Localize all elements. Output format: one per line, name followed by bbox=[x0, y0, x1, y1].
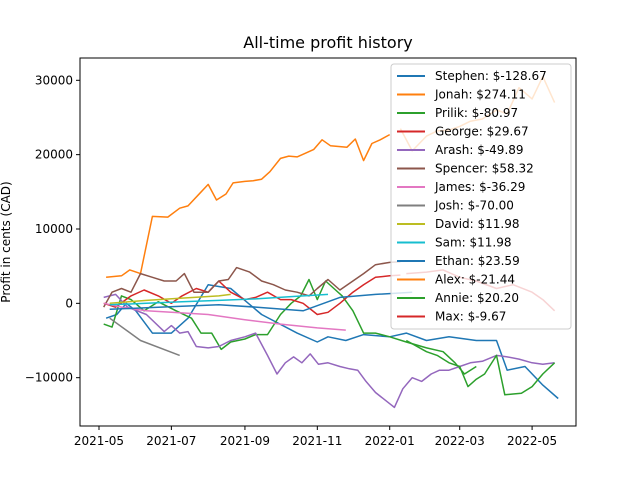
legend-entry: David: $11.98 bbox=[435, 217, 520, 231]
legend-entry: Jonah: $274.11 bbox=[434, 88, 526, 102]
y-tick-label: −10000 bbox=[25, 371, 73, 385]
series-line-5 bbox=[103, 260, 401, 308]
legend-entry: Prilik: $-80.97 bbox=[435, 106, 518, 120]
series-line-12 bbox=[405, 339, 556, 396]
legend-box bbox=[390, 63, 572, 330]
y-tick-label: 20000 bbox=[35, 148, 73, 162]
legend-entry: Stephen: $-128.67 bbox=[435, 69, 547, 83]
plot-area bbox=[103, 75, 559, 409]
series-line-4 bbox=[103, 293, 555, 409]
legend-entry: Sam: $11.98 bbox=[435, 236, 512, 250]
legend-entry: James: $-36.29 bbox=[434, 180, 525, 194]
x-tick-label: 2021-07 bbox=[146, 434, 196, 448]
plot-frame bbox=[79, 57, 577, 427]
legend: Stephen: $-128.67 Jonah: $274.11 Prilik: $… bbox=[390, 63, 572, 330]
series-line-9 bbox=[109, 293, 329, 306]
legend-entry: Ethan: $23.59 bbox=[435, 254, 520, 268]
legend-entry: George: $29.67 bbox=[435, 125, 529, 139]
legend-entry: Alex: $-21.44 bbox=[435, 273, 515, 287]
x-tick-label: 2021-05 bbox=[74, 434, 124, 448]
chart-title: All-time profit history bbox=[243, 33, 412, 52]
series-layer bbox=[103, 75, 559, 409]
series-line-7 bbox=[109, 317, 180, 357]
series-line-0 bbox=[105, 283, 559, 400]
x-axis: 2021-05 2021-07 2021-09 2021-11 2022-01 2022-… bbox=[74, 426, 557, 448]
legend-entry: Annie: $20.20 bbox=[435, 291, 519, 305]
y-axis: −10000 0 10000 20000 30000 bbox=[25, 73, 80, 385]
series-line-1 bbox=[106, 133, 391, 279]
legend-entry: Josh: $-70.00 bbox=[434, 199, 514, 213]
y-tick-label: 30000 bbox=[35, 73, 73, 87]
y-tick-label: 10000 bbox=[35, 222, 73, 236]
x-tick-label: 2021-11 bbox=[292, 434, 342, 448]
series-line-3 bbox=[103, 274, 401, 316]
y-tick-label: 0 bbox=[65, 296, 73, 310]
series-line-2 bbox=[103, 278, 477, 375]
series-line-10 bbox=[109, 291, 413, 312]
x-tick-label: 2022-03 bbox=[435, 434, 485, 448]
x-tick-label: 2021-09 bbox=[220, 434, 270, 448]
y-axis-label: Profit in cents (CAD) bbox=[0, 181, 13, 302]
legend-entry: Arash: $-49.89 bbox=[435, 143, 524, 157]
x-tick-label: 2022-05 bbox=[507, 434, 557, 448]
x-tick-label: 2022-01 bbox=[365, 434, 415, 448]
legend-entry: Spencer: $58.32 bbox=[435, 162, 534, 176]
legend-entry: Max: $-9.67 bbox=[435, 310, 506, 324]
series-line-8 bbox=[109, 293, 231, 305]
